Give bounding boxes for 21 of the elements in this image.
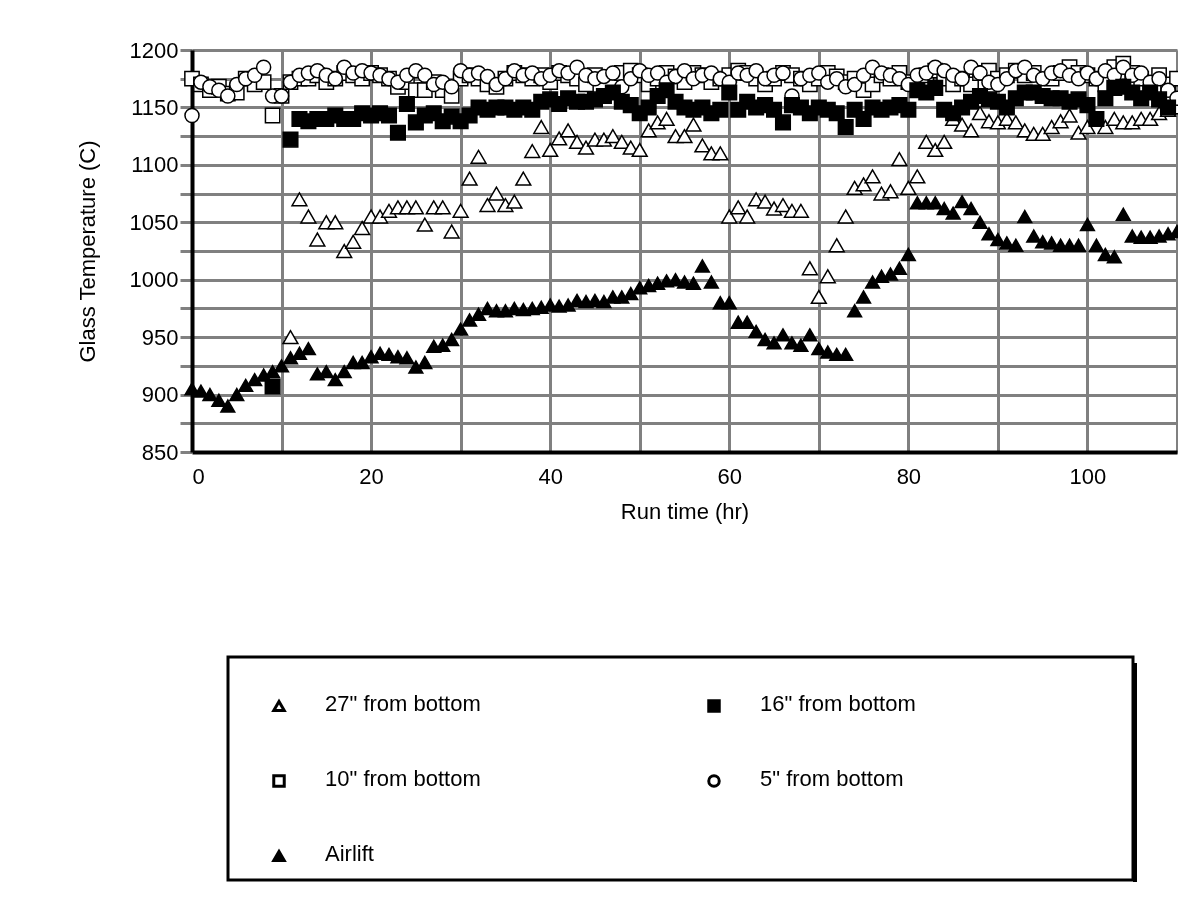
- legend-label: 10" from bottom: [325, 766, 481, 791]
- legend-label: 27" from bottom: [325, 691, 481, 716]
- x-tick-label: 80: [896, 463, 922, 489]
- y-tick-label: 850: [141, 439, 179, 465]
- x-tick-label: 0: [192, 463, 205, 489]
- x-tick-label: 20: [359, 463, 384, 489]
- y-tick-label: 1000: [129, 267, 179, 293]
- legend-label: 16" from bottom: [760, 691, 916, 716]
- x-tick-label: 40: [538, 463, 563, 489]
- y-tick-label: 950: [141, 324, 179, 350]
- y-tick-label: 1150: [131, 94, 179, 120]
- y-tick-label: 1200: [129, 37, 179, 63]
- y-axis-title: Glass Temperature (C): [74, 140, 100, 363]
- legend-label: 5" from bottom: [760, 766, 904, 791]
- x-tick-label: 60: [717, 463, 743, 489]
- y-tick-label: 1050: [129, 209, 179, 235]
- legend-label: Airlift: [325, 841, 374, 866]
- y-tick-label: 1100: [131, 152, 179, 178]
- x-tick-label: 100: [1069, 463, 1107, 489]
- y-tick-label: 900: [141, 382, 179, 408]
- x-axis-title: Run time (hr): [620, 498, 750, 524]
